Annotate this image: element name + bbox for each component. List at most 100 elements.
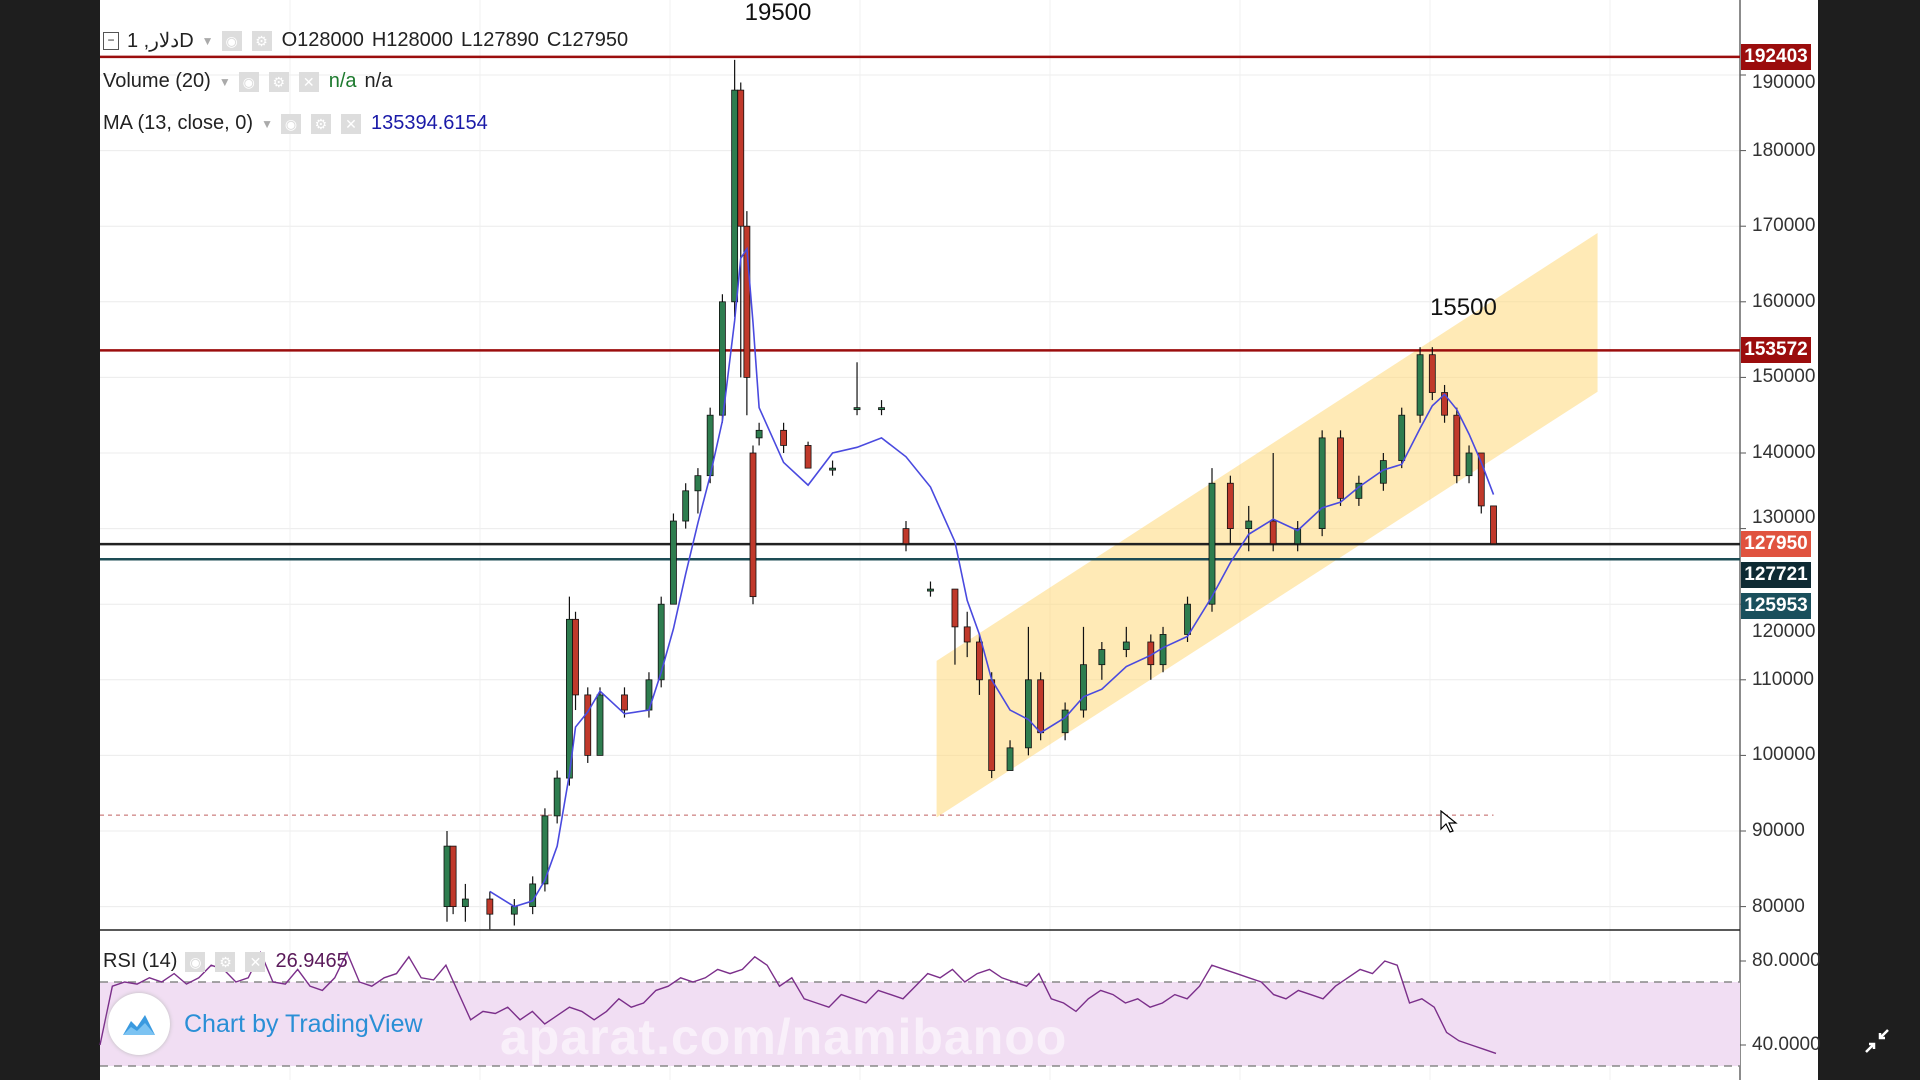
eye-icon[interactable]: ◉: [280, 113, 301, 134]
candle-down: [1337, 437, 1344, 499]
tradingview-text: Chart by TradingView: [184, 1009, 423, 1038]
volume-legend: Volume (20) ▼ ◉ ⚙ ✕ n/a n/a: [103, 70, 392, 93]
candle-up: [682, 490, 690, 522]
price-tick-label: 100000: [1752, 744, 1816, 766]
candle-up: [755, 429, 763, 439]
candle-down: [572, 618, 579, 696]
price-label-153572: 153572: [1741, 337, 1811, 364]
price-tick-label: 150000: [1752, 366, 1816, 388]
gear-icon[interactable]: ⚙: [268, 71, 289, 92]
candle-up: [1245, 520, 1253, 529]
tradingview-logo-icon: [108, 993, 170, 1055]
candle-down: [1037, 679, 1045, 734]
candle-up: [553, 777, 561, 817]
candle-down: [780, 429, 787, 446]
price-tick-label: 90000: [1752, 820, 1805, 841]
candle-down: [749, 452, 757, 598]
ma-value: 135394.6154: [370, 112, 488, 134]
candle-up: [829, 467, 836, 471]
gear-icon[interactable]: ⚙: [251, 30, 272, 51]
gear-icon[interactable]: ⚙: [215, 951, 236, 972]
close-icon[interactable]: ✕: [298, 71, 319, 92]
candle-up: [927, 588, 934, 592]
candle-up: [461, 898, 469, 907]
candle-down: [621, 694, 628, 711]
chevron-down-icon[interactable]: ▼: [218, 74, 231, 89]
candle-down: [1226, 482, 1234, 529]
price-tick-label: 190000: [1752, 71, 1816, 93]
mouse-cursor-icon: [1440, 810, 1458, 833]
chevron-down-icon[interactable]: ▼: [201, 33, 214, 48]
close-icon[interactable]: ✕: [340, 113, 361, 134]
candle-up: [878, 407, 885, 411]
candle-up: [1416, 354, 1424, 416]
price-tick-label: 180000: [1752, 139, 1816, 161]
candle-down: [1269, 520, 1277, 545]
candle-up: [541, 815, 549, 885]
moving-average-line: [489, 246, 1495, 908]
exit-fullscreen-icon[interactable]: [1862, 1026, 1892, 1056]
candle-down: [486, 898, 494, 915]
ohlc-high: H128000: [371, 29, 454, 51]
price-label-127950: 127950: [1741, 531, 1811, 558]
rsi-band: [100, 982, 1740, 1066]
symbol-legend: − دلار, 1D ▼ ◉ ⚙ O128000 H128000 L127890 C…: [103, 28, 628, 53]
candle-up: [1294, 528, 1302, 545]
chart-frame: [100, 0, 1818, 1080]
price-tick-label: 140000: [1752, 442, 1816, 463]
rsi-tick-label: 80.0000: [1752, 950, 1821, 971]
rsi-legend: RSI (14) ◉ ⚙ ✕ 26.9465: [103, 950, 348, 973]
price-label-125953: 125953: [1741, 593, 1811, 620]
price-tick-label: 160000: [1752, 290, 1816, 312]
candle-down: [1428, 354, 1436, 393]
eye-icon[interactable]: ◉: [185, 951, 206, 972]
candle-up: [443, 845, 451, 907]
candle-up: [853, 407, 861, 411]
candle-up: [1465, 452, 1473, 477]
candle-down: [804, 445, 812, 469]
eye-icon[interactable]: ◉: [221, 30, 242, 51]
candle-down: [902, 528, 910, 545]
candle-up: [1318, 437, 1326, 530]
ohlc-open: O128000: [281, 29, 364, 51]
candle-up: [1080, 664, 1087, 711]
candle-up: [1006, 747, 1014, 771]
candle-down: [584, 694, 592, 756]
candle-down: [976, 641, 983, 681]
candle-up: [1025, 679, 1032, 749]
rsi-value: 26.9465: [275, 950, 348, 972]
price-tick-label: 120000: [1752, 621, 1816, 643]
candle-down: [449, 845, 457, 907]
candle-up: [1122, 641, 1130, 650]
candle-up: [670, 520, 677, 605]
eye-icon[interactable]: ◉: [238, 71, 259, 92]
volume-label[interactable]: Volume (20): [103, 70, 211, 92]
candle-down: [743, 225, 751, 378]
price-tick-label: 130000: [1752, 507, 1816, 529]
candle-up: [1184, 603, 1191, 635]
candle-up: [1061, 709, 1069, 734]
candle-up: [510, 906, 518, 915]
candle-up: [1208, 482, 1216, 605]
text-annotation: 19500: [744, 0, 812, 26]
gear-icon[interactable]: ⚙: [310, 113, 331, 134]
ohlc-low: L127890: [461, 29, 539, 51]
candle-up: [596, 694, 604, 756]
candle-down: [988, 679, 996, 771]
close-icon[interactable]: ✕: [245, 951, 266, 972]
ma-legend: MA (13, close, 0) ▼ ◉ ⚙ ✕ 135394.6154: [103, 112, 488, 135]
collapse-icon[interactable]: −: [103, 31, 119, 50]
rsi-tick-label: 40.0000: [1752, 1034, 1821, 1055]
tradingview-badge[interactable]: Chart by TradingView: [108, 993, 423, 1055]
chevron-down-icon[interactable]: ▼: [261, 116, 273, 131]
candle-down: [951, 588, 959, 628]
symbol-label[interactable]: دلار, 1D: [127, 30, 194, 52]
ma-label[interactable]: MA (13, close, 0): [103, 112, 254, 134]
parallel-channel[interactable]: [936, 233, 1598, 818]
candle-up: [694, 475, 702, 492]
rsi-label[interactable]: RSI (14): [103, 950, 178, 972]
watermark: aparat.com/namibanoo: [500, 1009, 1068, 1065]
candle-up: [1398, 414, 1406, 461]
candle-down: [1453, 414, 1461, 477]
